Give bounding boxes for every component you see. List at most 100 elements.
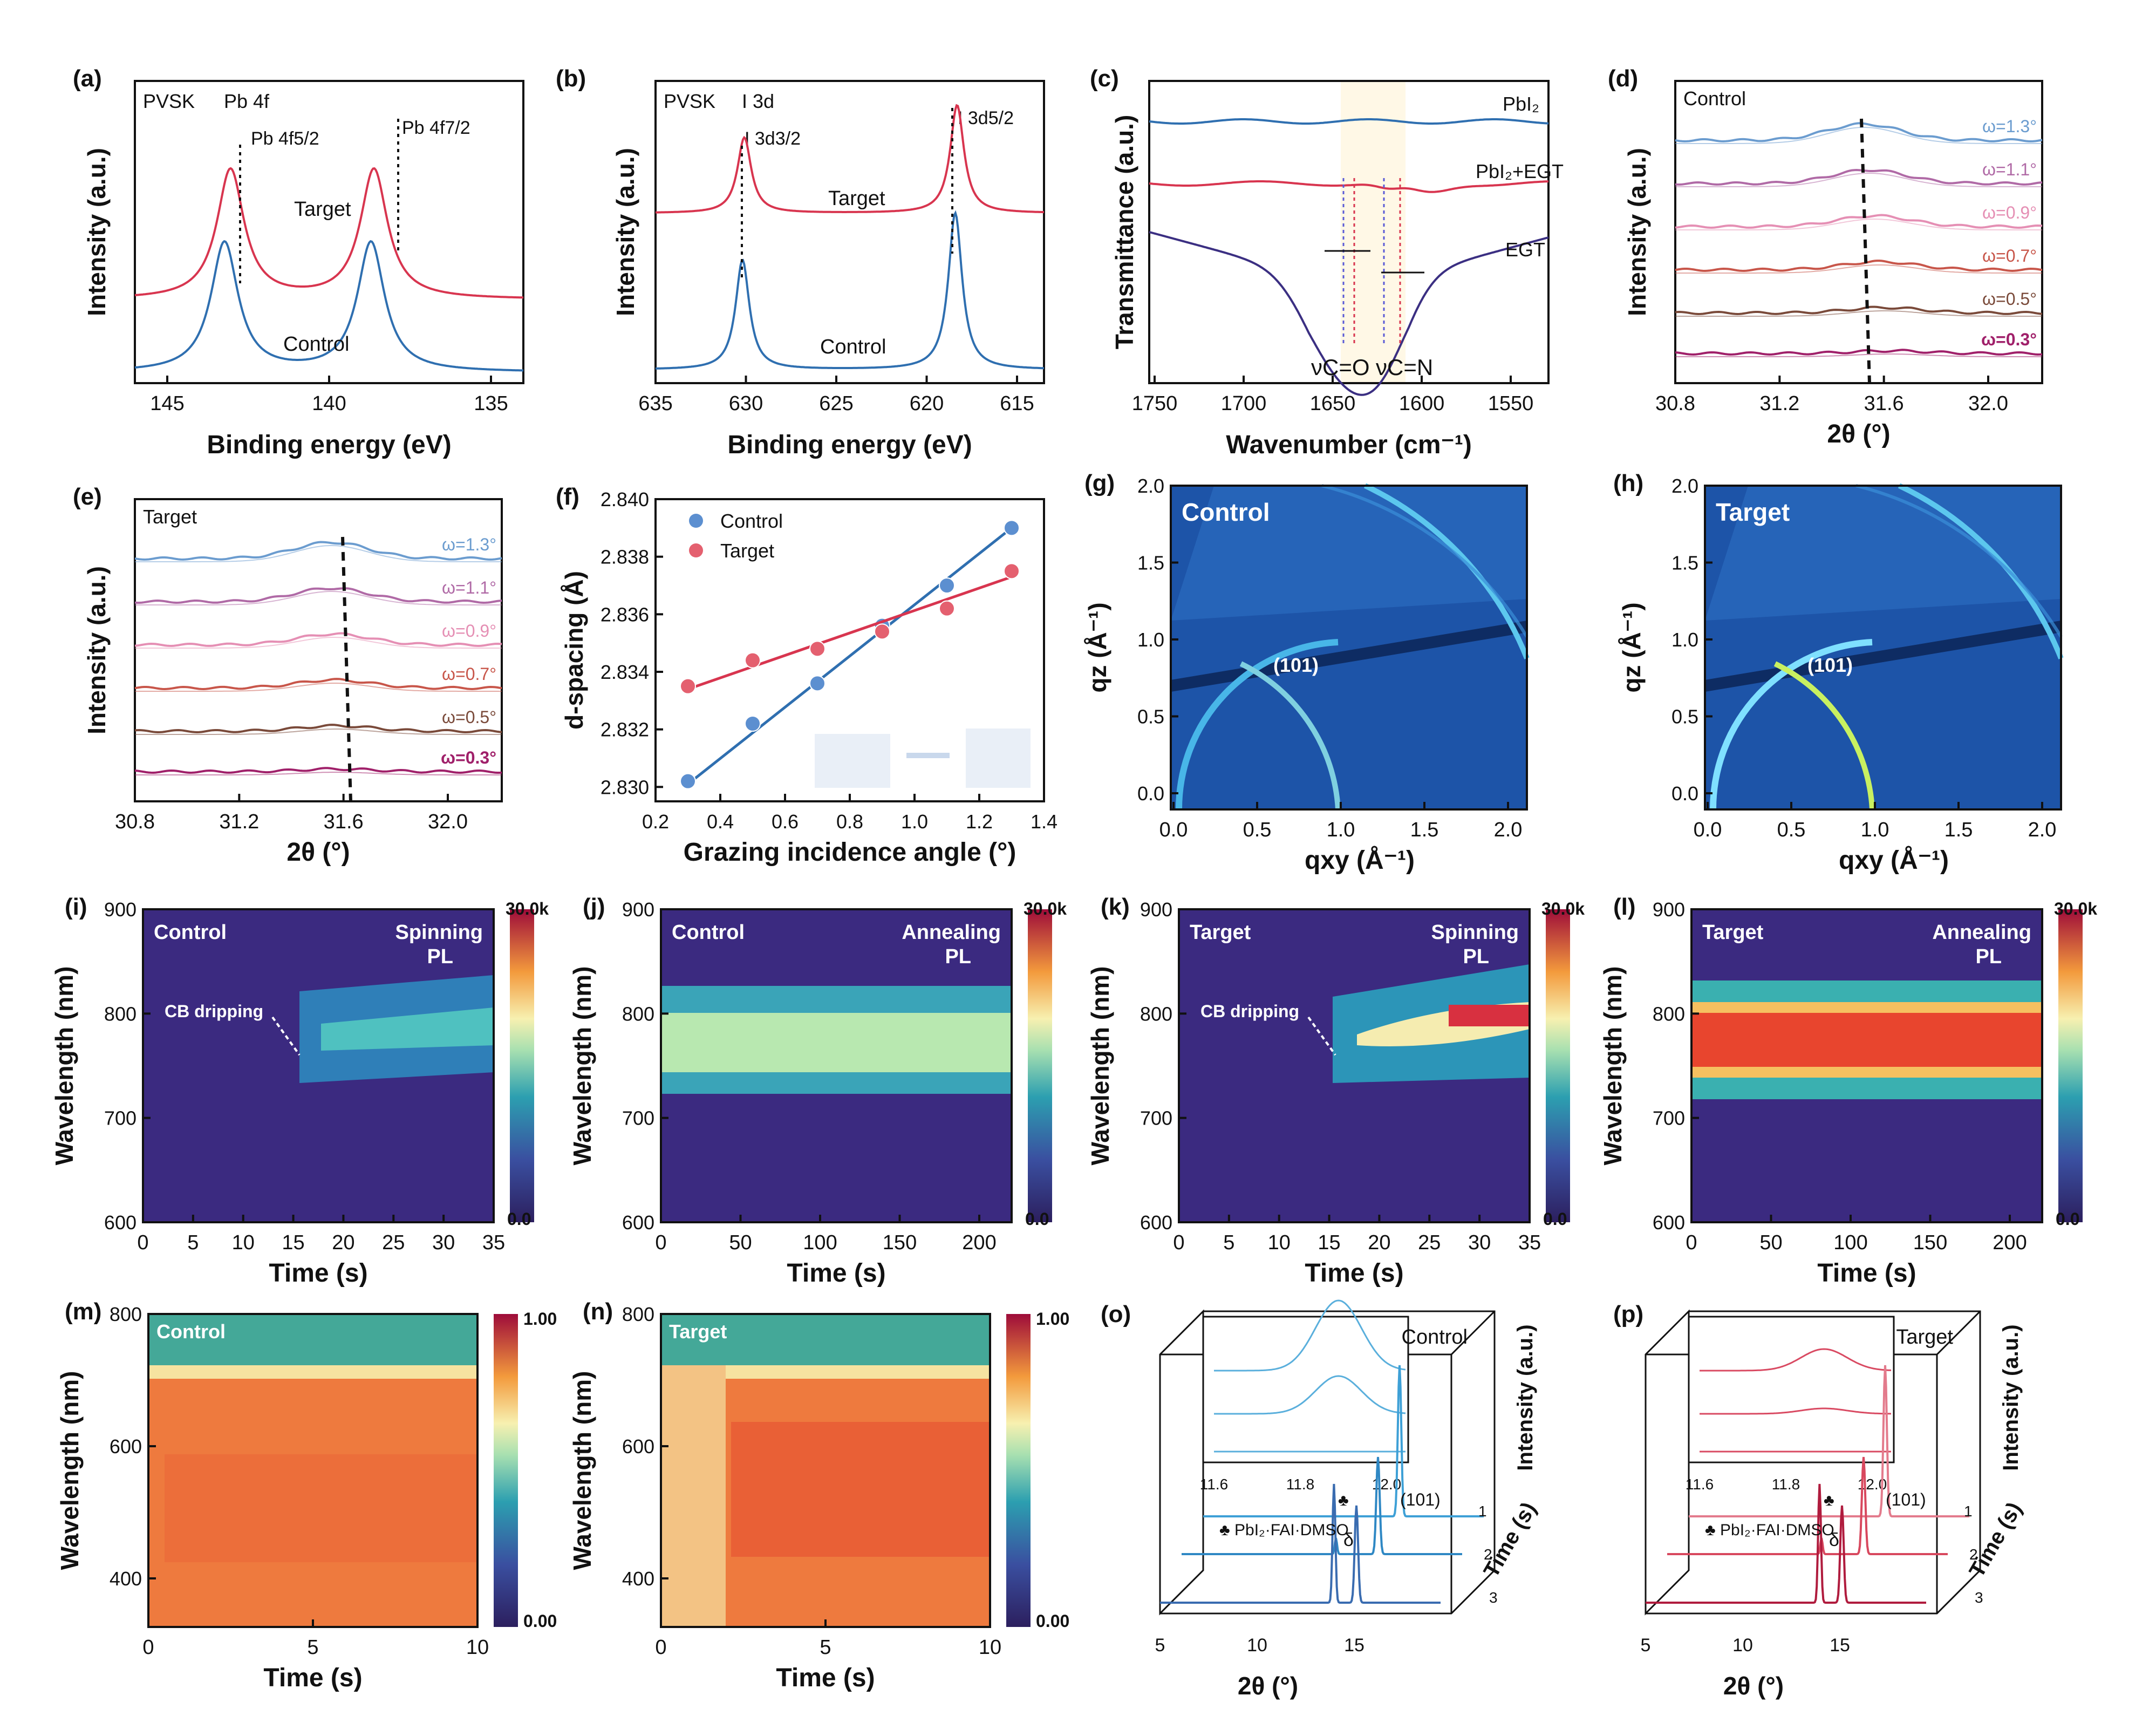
angle-label: ω=0.3° <box>441 748 496 767</box>
y-tick-label: 800 <box>110 1303 142 1325</box>
diffraction-ring <box>1773 661 1875 810</box>
peak-label: (101) <box>1273 654 1319 676</box>
element-label: Pb 4f <box>224 90 270 112</box>
panel-letter: (f) <box>556 484 579 510</box>
panel-title: Target <box>1896 1326 1953 1349</box>
inset-tick-label: 11.8 <box>1772 1476 1800 1493</box>
panel-letter: (i) <box>65 894 87 920</box>
annotation-label: CB dripping <box>1200 1002 1299 1021</box>
absorption-edge <box>148 1365 477 1379</box>
angle-curve <box>1675 214 2043 229</box>
plot-frame <box>660 908 1013 1223</box>
peak-guide <box>341 536 352 802</box>
element-label: I 3d <box>742 90 774 112</box>
time-tick-label: 2 <box>1969 1546 1978 1563</box>
diffraction-ring <box>1321 484 1529 638</box>
x-tick-label: 50 <box>729 1231 752 1254</box>
x-axis-label: Time (s) <box>263 1664 362 1692</box>
x-tick-label: 5 <box>307 1636 318 1659</box>
time-tick-label: 2 <box>1484 1546 1492 1563</box>
x-tick-label: 20 <box>332 1231 354 1254</box>
peak-label: I 3d5/2 <box>958 108 1014 128</box>
x-tick-label: 1.4 <box>1031 811 1057 833</box>
angle-label: ω=0.3° <box>1981 330 2037 349</box>
y-axis-label: Wavelength (nm) <box>56 1371 84 1570</box>
x-tick-label: 10 <box>979 1636 1001 1659</box>
y-axis-label: Wavelength (nm) <box>50 966 78 1166</box>
x-tick-label: 1700 <box>1221 392 1267 415</box>
angle-curve-shadow <box>135 683 502 692</box>
plot-frame <box>1178 908 1531 1223</box>
angle-curve-shadow <box>1675 310 2042 317</box>
plot-frame <box>1674 80 2043 384</box>
panel-letter: (h) <box>1613 470 1643 496</box>
x-tick-label: 0 <box>1173 1231 1184 1254</box>
series-label: PbI₂ <box>1503 93 1539 115</box>
inset-tick-label: 11.8 <box>1286 1476 1314 1493</box>
colorbar-max: 30.0k <box>2054 899 2097 918</box>
x-tick-label: 32.0 <box>1968 392 2008 415</box>
x-tick-label: 15 <box>1344 1635 1364 1656</box>
x-axis-label: 2θ (°) <box>1238 1672 1298 1700</box>
panel-title: Control <box>1683 87 1746 110</box>
panel-letter: (l) <box>1613 894 1636 920</box>
x-tick-label: 35 <box>482 1231 505 1254</box>
x-tick-label: 140 <box>312 392 346 415</box>
y-tick-label: 0.0 <box>1671 782 1698 805</box>
z-axis-label: Time (s) <box>1479 1498 1541 1581</box>
inset-tick-label: 11.6 <box>1686 1476 1714 1493</box>
inset-frame <box>1688 1316 1895 1463</box>
x-tick-label: 31.2 <box>1759 392 1799 415</box>
colorbar-max: 1.00 <box>1036 1309 1069 1329</box>
x-axis-label: Time (s) <box>776 1664 875 1692</box>
x-tick-label: 0.5 <box>1777 819 1806 841</box>
data-point <box>1004 520 1020 536</box>
y-tick-label: 800 <box>1140 1003 1172 1025</box>
data-point <box>874 623 890 640</box>
y-tick-label: 600 <box>622 1435 654 1458</box>
mode-label: Spinning <box>395 921 483 944</box>
time-trace <box>1646 1483 1926 1604</box>
x-tick-label: 1600 <box>1399 392 1445 415</box>
x-tick-label: 630 <box>729 392 763 415</box>
y-axis-label: Intensity (a.u.) <box>83 566 111 734</box>
y-tick-label: 700 <box>622 1107 654 1129</box>
x-tick-label: 31.2 <box>219 811 259 833</box>
y-tick-label: 0.5 <box>1137 706 1164 728</box>
angle-curve <box>134 767 502 774</box>
angle-curve <box>1675 122 2043 143</box>
y-axis-label: qz (Å⁻¹) <box>1618 602 1646 692</box>
y-tick-label: 800 <box>622 1303 654 1325</box>
y-tick-label: 400 <box>622 1568 654 1590</box>
x-tick-label: 615 <box>1000 392 1034 415</box>
angle-curve-shadow <box>135 545 502 562</box>
angle-curve-shadow <box>1675 173 2042 187</box>
mode-label: νC=N <box>1376 355 1433 380</box>
y-tick-label: 0.0 <box>1137 782 1164 805</box>
x-tick-label: 0 <box>655 1636 666 1659</box>
panel-letter: (j) <box>583 894 605 920</box>
angle-label: ω=1.1° <box>442 578 496 597</box>
inset-curve <box>1700 1407 1892 1415</box>
peak-label: I 3d3/2 <box>745 128 801 149</box>
pbi2-curve <box>1149 118 1549 125</box>
y-axis-label: Wavelength (nm) <box>568 1371 596 1570</box>
club-marker: ♣ <box>1824 1492 1834 1509</box>
delta-label: δ <box>1343 1530 1354 1550</box>
panel-letter: (b) <box>556 65 586 92</box>
mode-label: Annealing <box>1932 921 2031 944</box>
angle-curve <box>134 724 502 734</box>
control-label: Control <box>820 336 886 358</box>
x-tick-label: 1.0 <box>1861 819 1889 841</box>
legend-marker <box>689 543 703 557</box>
box-edge <box>1645 1309 1690 1616</box>
strong-absorption <box>731 1422 990 1557</box>
x-tick-label: 150 <box>883 1231 917 1254</box>
inset-curve <box>1214 1375 1406 1415</box>
angle-curve <box>134 632 502 648</box>
x-tick-label: 5 <box>187 1231 199 1254</box>
x-tick-label: 5 <box>820 1636 831 1659</box>
x-tick-label: 10 <box>1247 1635 1267 1656</box>
x-tick-label: 145 <box>150 392 184 415</box>
